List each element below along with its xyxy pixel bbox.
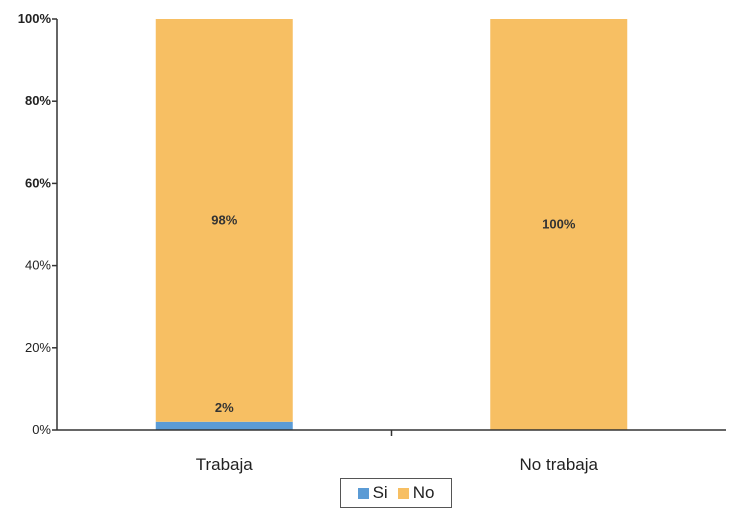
y-tick-label: 20% xyxy=(25,340,51,355)
legend-swatch-si xyxy=(357,487,369,499)
y-tick-label: 40% xyxy=(25,258,51,273)
legend-swatch-no xyxy=(397,487,409,499)
y-axis-ticks: 0% 20% 40% 60% 80% 100% xyxy=(18,11,57,437)
legend-label-si: Si xyxy=(372,483,388,502)
x-axis-labels: Trabaja No trabaja xyxy=(196,430,599,474)
legend-item-si: Si xyxy=(357,483,388,503)
y-tick-label: 100% xyxy=(18,11,52,26)
data-labels: 2% 98% 100% xyxy=(211,212,576,414)
bars xyxy=(155,19,628,430)
data-label: 2% xyxy=(215,400,234,415)
y-tick-label: 80% xyxy=(25,93,51,108)
y-tick-label: 60% xyxy=(25,175,51,190)
bar-no-trabaja xyxy=(155,19,293,422)
x-category-label: No trabaja xyxy=(520,455,599,474)
bar-no-no-trabaja xyxy=(490,19,628,430)
y-tick-label: 0% xyxy=(32,422,51,437)
data-label: 98% xyxy=(211,212,237,227)
data-label: 100% xyxy=(542,217,576,232)
legend-item-no: No xyxy=(397,483,435,503)
legend-label-no: No xyxy=(412,483,435,502)
bar-si-trabaja xyxy=(155,421,293,430)
x-category-label: Trabaja xyxy=(196,455,254,474)
legend: Si No xyxy=(340,478,452,508)
